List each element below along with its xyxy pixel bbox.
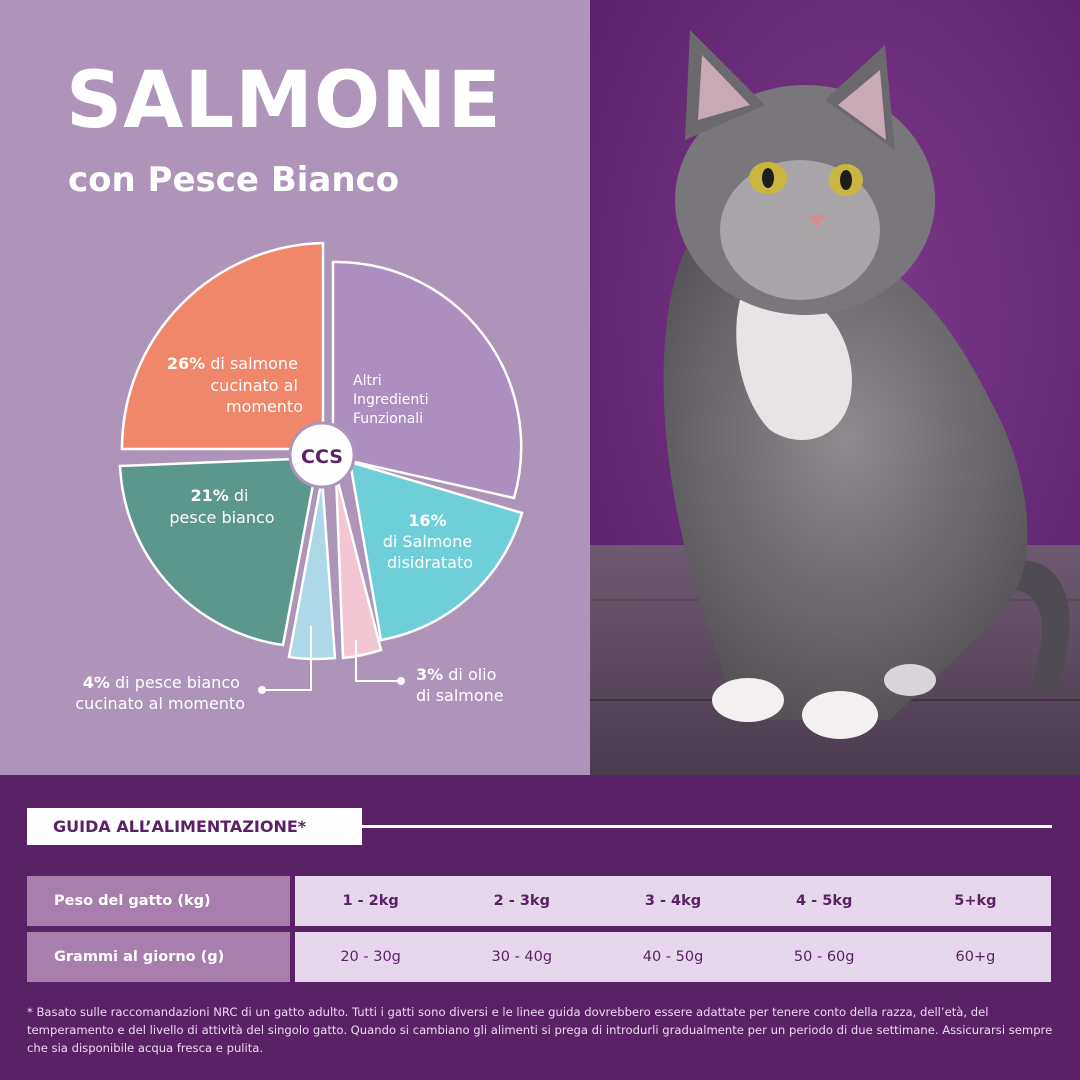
- slice-label-salmone-disidratato: 16% di Salmone disidratato: [383, 511, 478, 572]
- slice-label-pesce-bianco: 21% di pesce bianco: [169, 486, 274, 527]
- slice-pesce-bianco: [118, 456, 320, 647]
- leader-dot-olio-salmone: [397, 677, 405, 685]
- product-title: SALMONE: [66, 56, 502, 146]
- slice-label-salmone-cucinato: 26% di salmone cucinato al momento: [167, 354, 303, 416]
- feeding-guide-table: Peso del gatto (kg) 1 - 2kg 2 - 3kg 3 - …: [27, 876, 1051, 988]
- table-cell: 30 - 40g: [491, 949, 553, 965]
- table-row-grams: Grammi al giorno (g) 20 - 30g 30 - 40g 4…: [27, 932, 1051, 982]
- leader-dot-pesce-bianco-cucinato: [258, 686, 266, 694]
- slice-salmone-disidratato: [348, 460, 524, 642]
- table-cell: 20 - 30g: [340, 949, 401, 965]
- cat-photo-illustration: [590, 0, 1080, 775]
- table-cell: 3 - 4kg: [644, 893, 702, 909]
- slice-olio-salmone: [334, 473, 383, 660]
- table-cell: 5+kg: [954, 893, 997, 909]
- leader-line-pesce-bianco-cucinato: [262, 626, 312, 691]
- cat-photo: [590, 0, 1080, 775]
- table-cell: 1 - 2kg: [342, 893, 399, 909]
- product-subtitle: con Pesce Bianco: [68, 160, 400, 200]
- row-cells-weight: 1 - 2kg 2 - 3kg 3 - 4kg 4 - 5kg 5+kg: [295, 876, 1051, 926]
- slice-label-altri-ingredienti: Altri Ingredienti Funzionali: [353, 373, 433, 427]
- feeding-guide-title: GUIDA ALL’ALIMENTAZIONE*: [27, 808, 362, 845]
- table-cell: 50 - 60g: [793, 949, 855, 965]
- leader-line-olio-salmone: [355, 640, 401, 682]
- table-cell: 60+g: [955, 949, 996, 965]
- table-cell: 2 - 3kg: [493, 893, 550, 909]
- table-row-weight: Peso del gatto (kg) 1 - 2kg 2 - 3kg 3 - …: [27, 876, 1051, 926]
- center-badge: [288, 421, 356, 489]
- slice-label-olio-salmone: 3% di olio di salmone: [416, 665, 504, 705]
- slice-salmone-cucinato: [120, 241, 325, 451]
- table-cell: 40 - 50g: [642, 949, 704, 965]
- feeding-guide-divider: [362, 825, 1052, 828]
- table-cell: 4 - 5kg: [796, 893, 853, 909]
- row-header-weight: Peso del gatto (kg): [27, 876, 290, 926]
- row-cells-grams: 20 - 30g 30 - 40g 40 - 50g 50 - 60g 60+g: [295, 932, 1051, 982]
- center-label: CCS: [301, 446, 343, 468]
- slice-label-pesce-bianco-cucinato: 4% di pesce bianco cucinato al momento: [75, 673, 245, 713]
- composition-pie-chart: CCS 26% di salmone cucinato al momento A…: [75, 241, 524, 713]
- row-header-grams: Grammi al giorno (g): [27, 932, 290, 982]
- footnote: * Basato sulle raccomandazioni NRC di un…: [27, 1005, 1053, 1055]
- slice-altri-ingredienti: [331, 260, 523, 500]
